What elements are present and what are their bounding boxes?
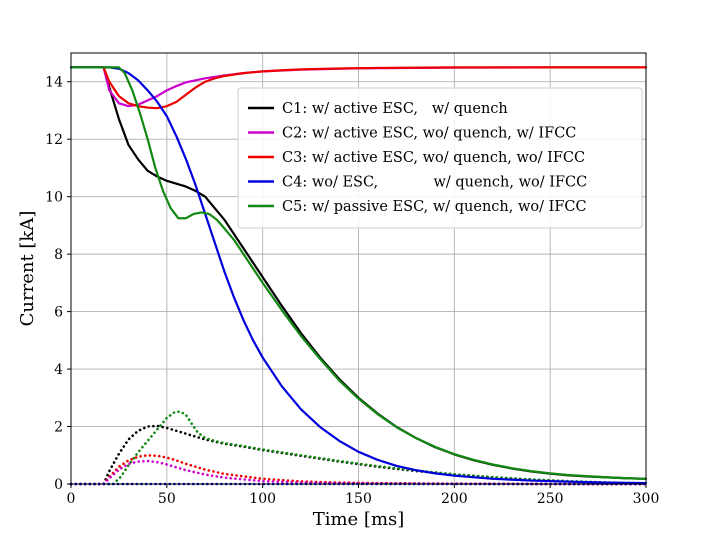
series-line-c5-dotted (69, 410, 648, 486)
x-tick-label: 0 (67, 491, 76, 507)
y-tick-label: 8 (54, 247, 63, 263)
x-tick-label: 300 (633, 491, 660, 507)
series-line-c3 (69, 66, 648, 110)
legend-label-c3: C3: w/ active ESC, wo/ quench, wo/ IFCC (282, 150, 585, 166)
legend-label-c2: C2: w/ active ESC, wo/ quench, w/ IFCC (282, 126, 576, 142)
y-tick-label: 0 (54, 477, 63, 493)
x-tick-label: 250 (537, 491, 564, 507)
x-tick-label: 150 (345, 491, 372, 507)
series-line-c5 (69, 66, 648, 480)
y-tick-label: 4 (54, 362, 63, 378)
y-axis-label: Current [kA] (17, 211, 38, 327)
ticks: 0 50 100 150 200 250 300 0 2 4 6 8 10 12 14 (45, 75, 659, 507)
series-line-c4 (69, 66, 648, 485)
legend-label-c5: C5: w/ passive ESC, w/ quench, wo/ IFCC (282, 199, 587, 215)
legend: C1: w/ active ESC, w/ quench C2: w/ activ… (237, 87, 643, 229)
x-axis-label: Time [ms] (313, 509, 405, 530)
series-group (69, 66, 648, 486)
y-tick-label: 10 (45, 190, 63, 206)
y-tick-label: 14 (45, 75, 63, 91)
x-tick-label: 200 (441, 491, 468, 507)
x-tick-label: 50 (158, 491, 176, 507)
y-tick-label: 6 (54, 305, 63, 321)
legend-label-c4: C4: wo/ ESC, w/ quench, wo/ IFCC (282, 175, 587, 191)
y-tick-label: 12 (45, 132, 63, 148)
x-tick-label: 100 (249, 491, 276, 507)
y-tick-label: 2 (54, 420, 63, 436)
series-line-c3-dotted (69, 453, 648, 486)
legend-box (237, 87, 643, 229)
legend-label-c1: C1: w/ active ESC, w/ quench (282, 101, 508, 117)
